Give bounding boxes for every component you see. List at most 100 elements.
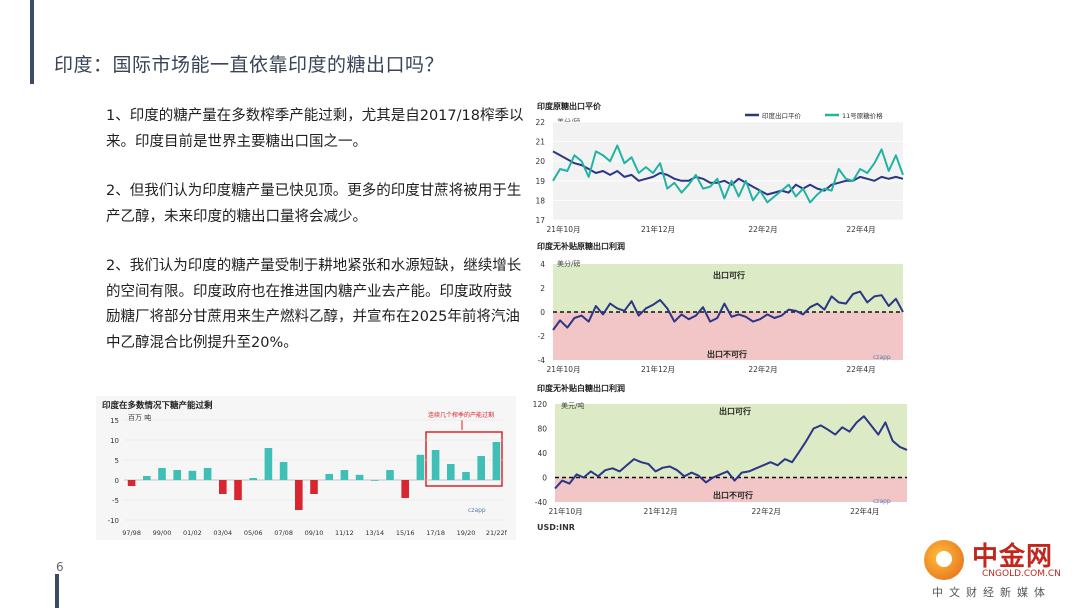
ytick-label: 21	[535, 138, 545, 147]
xtick-label: 21年10月	[546, 224, 580, 234]
bar-chart-ylabel: 百万 吨	[128, 413, 151, 422]
bar-xtick-label: 03/04	[213, 529, 232, 537]
bar-xtick-label: 17/18	[426, 529, 445, 537]
bar-16/17	[416, 454, 425, 480]
bar-ytick-label: 15	[110, 417, 119, 425]
paragraph-3: 2、我们认为印度的糖产量受制于耕地紧张和水源短缺，继续增长的空间有限。印度政府也…	[106, 258, 522, 351]
white-profit-chart-title: 印度无补贴白糖出口利润	[537, 383, 625, 393]
raw-profit-chart-svg: 印度无补贴原糖出口利润 -4 -2 0 2 4 21年10月 21年12月 22年2月 22年4…	[537, 241, 904, 374]
xtick-label: 21年12月	[641, 224, 675, 234]
ytick-label: 40	[537, 449, 547, 458]
raw-profit-chart-watermark: czapp	[873, 354, 891, 361]
bar-97/98	[127, 480, 136, 486]
legend-label-parity: 印度出口平价	[762, 111, 802, 120]
xtick-label: 21年12月	[644, 506, 678, 516]
bar-xtick-label: 11/12	[335, 529, 354, 537]
ytick-label: 2	[540, 284, 545, 293]
bar-09/10	[310, 480, 318, 494]
bar-21/22f	[492, 442, 501, 480]
bar-99/00	[158, 468, 166, 480]
xtick-label: 22年2月	[748, 364, 777, 374]
ytick-label: 19	[535, 177, 545, 186]
parity-chart-ylabel: 美分/磅	[557, 117, 580, 126]
bar-xtick-label: 13/14	[365, 529, 384, 537]
bar-12/13	[355, 474, 364, 480]
logo-emblem-icon	[924, 540, 964, 580]
ytick-label: 4	[540, 260, 545, 269]
series-line-1	[552, 150, 904, 196]
bar-ytick-label: -5	[112, 497, 119, 505]
logo-sub-text: 中文财经新媒体	[932, 586, 1051, 599]
line-chart-white-profit: 印度无补贴白糖出口利润 -40 0 40 80 120 21年10月 21年12月 22年2月…	[531, 382, 911, 534]
bar-xtick-label: 15/16	[396, 529, 415, 537]
bar-10/11	[325, 474, 333, 480]
ytick-label: -4	[538, 356, 546, 365]
line-chart-parity: 印度原糖出口平价 美分/磅 印度出口平价 11号原糖价格 czapp 17181…	[531, 100, 911, 240]
bar-xtick-label: 01/02	[183, 529, 202, 537]
bar-13/14	[371, 480, 379, 481]
bar-04/05	[234, 480, 242, 500]
ytick-label: 80	[537, 425, 547, 434]
title-accent-bar	[30, 0, 34, 84]
bar-02/03	[203, 468, 212, 480]
white-profit-chart-svg: 印度无补贴白糖出口利润 -40 0 40 80 120 21年10月 21年12月 22年2月…	[533, 383, 908, 532]
bar-xtick-label: 97/98	[122, 529, 141, 537]
bar-20/21	[477, 456, 485, 480]
white-profit-zone-top: 出口可行	[719, 406, 751, 416]
paragraph-1: 1、印度的糖产量在多数榨季产能过剩，尤其是自2017/18榨季以来。印度目前是世…	[106, 108, 524, 150]
footer-accent-bar	[55, 574, 59, 608]
bar-ytick-label: 0	[115, 477, 119, 485]
raw-profit-zone-top: 出口可行	[713, 270, 745, 280]
ytick-label: -40	[535, 498, 547, 507]
ytick-label: 22	[535, 118, 545, 127]
line-chart-raw-profit: 印度无补贴原糖出口利润 -4 -2 0 2 4 21年10月 21年12月 22年2月 22年4…	[531, 240, 911, 382]
bar-chart-watermark: czapp	[468, 507, 486, 514]
white-profit-zone-bottom: 出口不可行	[713, 490, 753, 500]
bar-xtick-label: 19/20	[457, 529, 476, 537]
page-number: 6	[56, 560, 64, 574]
bar-11/12	[340, 470, 349, 480]
bar-05/06	[249, 478, 257, 480]
bar-ytick-label: -10	[108, 517, 119, 525]
bar-01/02	[188, 470, 197, 480]
bar-xtick-label: 99/00	[153, 529, 172, 537]
xtick-label: 21年10月	[549, 506, 583, 516]
series-line-1	[552, 290, 904, 331]
unviable-zone	[553, 312, 903, 360]
xtick-label: 22年2月	[752, 506, 781, 516]
ytick-label: 20	[535, 157, 545, 166]
parity-chart-title: 印度原糖出口平价	[537, 101, 602, 111]
logo-main-text: 中金网	[972, 542, 1054, 572]
bar-chart-annotation: 连续几个榨季的产能过剩	[428, 411, 494, 419]
legend-label-raw-sugar: 11号原糖价格	[842, 111, 883, 120]
white-profit-chart-watermark: czapp	[873, 498, 891, 505]
unviable-zone	[555, 477, 907, 502]
bar-xtick-label: 09/10	[305, 529, 324, 537]
ytick-label: 18	[535, 196, 545, 205]
bar-chart-surplus: 印度在多数情况下糖产能过剩 百万 吨 连续几个榨季的产能过剩 czapp -10…	[96, 396, 516, 540]
slide-title: 印度：国际市场能一直依靠印度的糖出口吗？	[54, 54, 445, 76]
bar-ytick-label: 10	[110, 437, 119, 445]
series-line-2	[552, 144, 904, 204]
bar-00/01	[173, 470, 181, 480]
white-profit-footer: USD:INR	[537, 523, 575, 532]
plot-area	[553, 122, 903, 220]
bar-chart-title: 印度在多数情况下糖产能过剩	[102, 400, 213, 411]
bar-19/20	[462, 472, 470, 480]
xtick-label: 22年4月	[846, 224, 875, 234]
white-profit-chart-ylabel: 美元/吨	[561, 401, 584, 410]
xtick-label: 22年4月	[850, 506, 879, 516]
bar-07/08	[279, 462, 288, 480]
surplus-highlight-box	[425, 431, 503, 487]
site-logo: 中金网 CNGOLD.COM.CN 中文财经新媒体	[920, 536, 1070, 600]
raw-profit-zone-bottom: 出口不可行	[707, 349, 747, 359]
logo-en-text: CNGOLD.COM.CN	[982, 569, 1061, 579]
raw-profit-chart-title: 印度无补贴原糖出口利润	[537, 241, 625, 251]
bar-17/18	[431, 450, 440, 480]
series-line-1	[554, 415, 908, 490]
bar-14/15	[386, 470, 394, 480]
bar-xtick-label: 05/06	[244, 529, 263, 537]
xtick-label: 22年2月	[748, 224, 777, 234]
bar-chart-svg: 印度在多数情况下糖产能过剩 百万 吨 连续几个榨季的产能过剩 czapp -10…	[96, 396, 516, 540]
ytick-label: 17	[535, 216, 545, 225]
